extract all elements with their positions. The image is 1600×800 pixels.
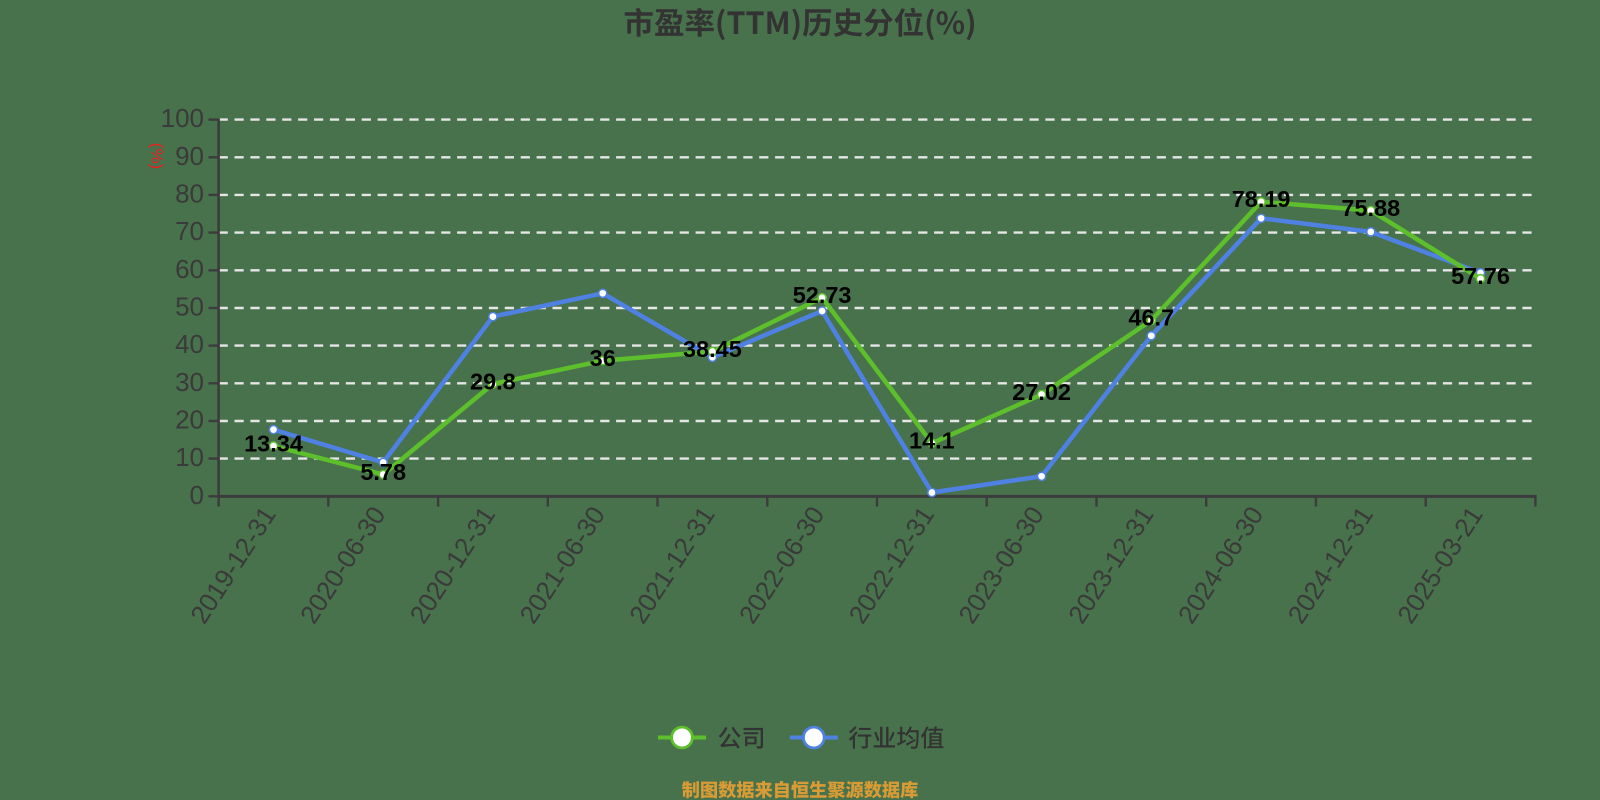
svg-text:10: 10 [175, 442, 204, 472]
svg-text:80: 80 [175, 178, 204, 208]
svg-text:38.45: 38.45 [683, 336, 742, 362]
svg-text:50: 50 [175, 292, 204, 322]
svg-text:100: 100 [161, 103, 204, 133]
svg-text:13.34: 13.34 [244, 430, 303, 456]
svg-text:36: 36 [590, 345, 616, 371]
svg-text:0: 0 [190, 480, 204, 510]
svg-text:27.02: 27.02 [1012, 379, 1071, 405]
svg-text:78.19: 78.19 [1232, 186, 1291, 212]
svg-text:29.8: 29.8 [470, 368, 516, 394]
svg-text:20: 20 [175, 405, 204, 435]
svg-text:75.88: 75.88 [1341, 195, 1400, 221]
svg-text:60: 60 [175, 254, 204, 284]
svg-text:40: 40 [175, 329, 204, 359]
svg-text:14.1: 14.1 [909, 428, 955, 454]
svg-text:5.78: 5.78 [360, 459, 406, 485]
svg-text:90: 90 [175, 141, 204, 171]
svg-text:30: 30 [175, 367, 204, 397]
svg-text:(%): (%) [148, 143, 167, 169]
svg-text:46.7: 46.7 [1128, 305, 1174, 331]
svg-text:52.73: 52.73 [793, 282, 852, 308]
svg-text:57.76: 57.76 [1451, 263, 1510, 289]
svg-text:70: 70 [175, 216, 204, 246]
